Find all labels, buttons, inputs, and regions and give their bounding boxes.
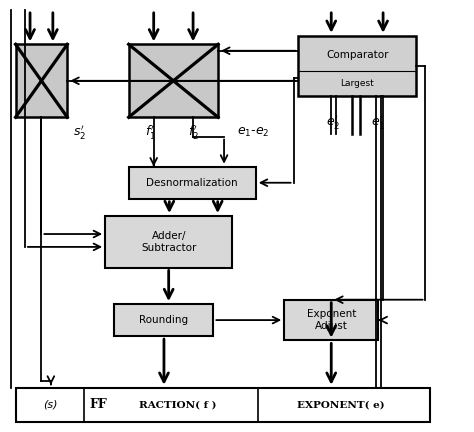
Text: Rounding: Rounding — [139, 315, 189, 325]
Text: $e_1'$: $e_1'$ — [371, 113, 385, 130]
Bar — [128, 44, 218, 117]
Bar — [16, 44, 67, 117]
Text: RACTION( f ): RACTION( f ) — [139, 400, 217, 410]
Bar — [16, 388, 430, 422]
Text: Desnormalization: Desnormalization — [146, 178, 238, 188]
Text: $f_1'$: $f_1'$ — [146, 123, 156, 141]
Text: FF: FF — [89, 398, 107, 411]
Text: Comparator: Comparator — [326, 50, 388, 60]
Bar — [284, 300, 378, 340]
Text: (s): (s) — [44, 400, 58, 410]
Text: $e_2'$: $e_2'$ — [327, 113, 341, 130]
Bar — [298, 36, 416, 96]
Text: Largest: Largest — [340, 79, 374, 88]
Text: Adder/
Subtractor: Adder/ Subtractor — [141, 231, 196, 253]
Text: $f_2'$: $f_2'$ — [188, 123, 199, 141]
Bar — [115, 304, 213, 336]
Text: EXPONENT( e): EXPONENT( e) — [297, 400, 384, 410]
Bar — [105, 216, 232, 267]
Bar — [128, 167, 256, 199]
Text: $s_2'$: $s_2'$ — [73, 123, 86, 141]
Text: Exponent
Adjust: Exponent Adjust — [307, 309, 356, 331]
Text: $e_1$-$e_2$: $e_1$-$e_2$ — [237, 126, 270, 139]
